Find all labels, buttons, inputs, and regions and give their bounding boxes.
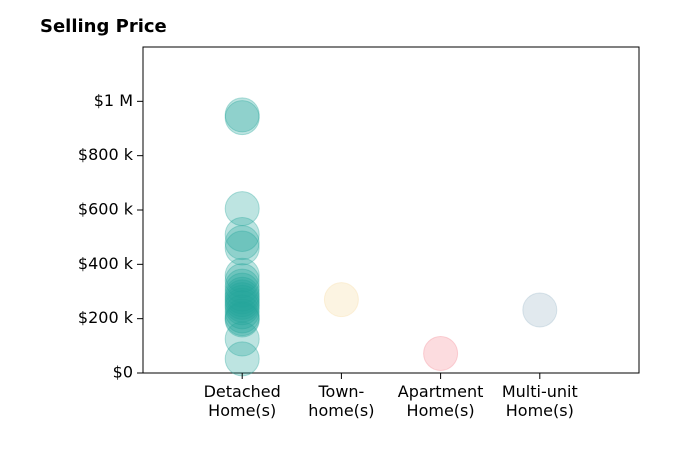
x-tick-label: Detached Home(s)	[204, 382, 281, 420]
data-point	[224, 191, 260, 227]
data-point	[224, 294, 260, 330]
data-point	[224, 301, 260, 337]
y-axis: $0 $200 k $400 k $600 k $800 k $1 M	[78, 91, 143, 382]
data-point	[224, 257, 260, 293]
data-point	[224, 276, 260, 312]
y-tick-label: $800 k	[78, 145, 134, 164]
data-point	[224, 263, 260, 299]
chart-title: Selling Price	[40, 16, 167, 37]
data-point	[224, 272, 260, 308]
data-point	[423, 335, 459, 371]
data-point	[522, 292, 558, 328]
y-tick-label: $400 k	[78, 254, 134, 273]
x-tick-label: Town-home(s)	[308, 382, 374, 420]
data-point	[224, 268, 260, 304]
y-tick-label: $0	[113, 363, 133, 382]
data-point	[224, 284, 260, 320]
data-point	[224, 298, 260, 334]
data-point	[224, 225, 260, 261]
data-point	[224, 282, 260, 318]
data-point	[224, 216, 260, 252]
points-layer	[224, 97, 558, 377]
data-point	[224, 302, 260, 338]
data-point	[224, 287, 260, 323]
y-tick-label: $200 k	[78, 308, 134, 327]
data-point	[224, 321, 260, 357]
x-tick-label: Multi-unit Home(s)	[502, 382, 578, 420]
data-point	[224, 100, 260, 136]
data-point	[224, 97, 260, 133]
data-point	[224, 341, 260, 377]
x-tick-label: Apartment Home(s)	[398, 382, 484, 420]
data-point	[224, 279, 260, 315]
x-axis: Detached Home(s) Town-home(s) Apartment Home…	[204, 373, 578, 420]
data-point	[224, 230, 260, 266]
data-point	[323, 282, 359, 318]
y-tick-label: $600 k	[78, 200, 134, 219]
y-tick-label: $1 M	[94, 91, 133, 110]
data-point	[224, 290, 260, 326]
plot-frame	[142, 46, 640, 374]
